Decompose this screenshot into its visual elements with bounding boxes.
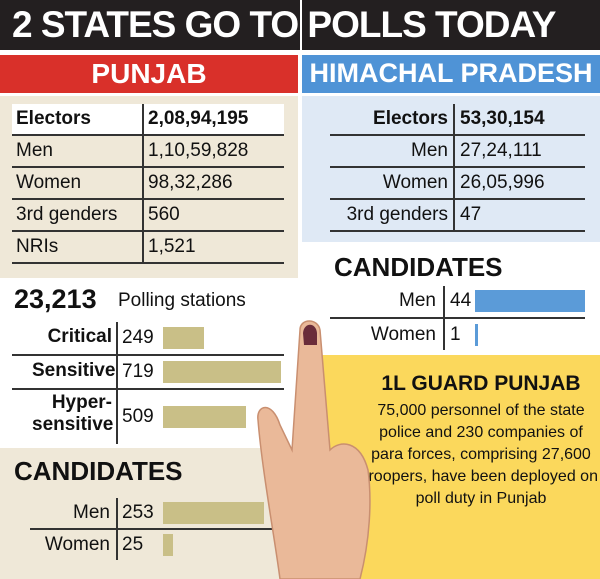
bar-value: 44 [450,290,472,311]
row-rule [12,262,284,264]
bar-label: Hyper-sensitive [32,392,114,435]
column-rule [142,104,144,264]
row-rule [330,166,585,168]
row-label: 3rd genders [346,204,448,225]
row-rule [330,198,585,200]
polling-count: 23,213 [14,284,97,314]
row-value: 47 [460,204,482,225]
row-rule [12,166,284,168]
title: 2 STATES GO TO POLLS TODAY [12,4,556,45]
himachal-table-bg [302,96,600,242]
row-label: 3rd genders [16,204,118,225]
column-rule [443,286,445,350]
row-value: 1,10,59,828 [148,140,249,161]
candidates-title: CANDIDATES [334,252,503,282]
bar [163,502,265,524]
bar [163,534,173,556]
ink-mark [303,324,317,345]
row-label: Women [16,172,82,193]
row-rule [12,134,284,136]
row-value: 26,05,996 [460,172,545,193]
bar [163,327,204,349]
bar-value: 253 [122,502,154,523]
row-value: 27,24,111 [460,140,542,161]
guard-title: 1L GUARD PUNJAB [381,372,581,395]
row-label: Electors [16,108,91,129]
column-rule [116,322,118,444]
divider [300,0,302,579]
polling-label: Polling stations [118,290,246,311]
bar-value: 249 [122,327,154,348]
row-value: 1,521 [148,236,196,257]
column-rule [116,498,118,560]
row-label: Men [411,140,448,161]
row-rule [330,317,585,319]
bar [163,406,247,428]
bar-label: Women [44,534,110,555]
row-rule [30,528,284,530]
row-value: 98,32,286 [148,172,233,193]
bar-label: Women [370,324,436,345]
row-label: NRIs [16,236,59,257]
bar-value: 1 [450,324,461,345]
row-rule [12,198,284,200]
bar-label: Men [73,502,110,523]
row-value: 53,30,154 [460,108,545,129]
himachal-name: HIMACHAL PRADESH [309,58,593,88]
bar-value: 509 [122,406,154,427]
himachal-header [302,55,600,93]
row-value: 2,08,94,195 [148,108,249,129]
row-label: Electors [373,108,448,129]
bar [475,290,585,312]
finger [257,320,371,579]
bar-value: 25 [122,534,144,555]
bar-label: Critical [47,326,112,347]
bar-label: Men [399,290,436,311]
highlight-row [12,104,284,134]
punjab-name: PUNJAB [91,58,207,89]
row-value: 560 [148,204,180,225]
row-rule [330,230,585,232]
guard-text: 75,000 personnel of the state police and… [364,402,598,507]
row-label: Women [382,172,448,193]
bar-value: 719 [122,361,154,382]
candidates-title: CANDIDATES [14,456,183,486]
bar [163,361,281,383]
row-rule [12,388,284,390]
row-label: Men [16,140,53,161]
bar-label: Sensitive [32,360,116,381]
row-rule [12,354,284,356]
column-rule [453,104,455,232]
row-rule [330,134,585,136]
bar [475,324,478,346]
punjab-header [0,55,298,93]
row-rule [12,230,284,232]
